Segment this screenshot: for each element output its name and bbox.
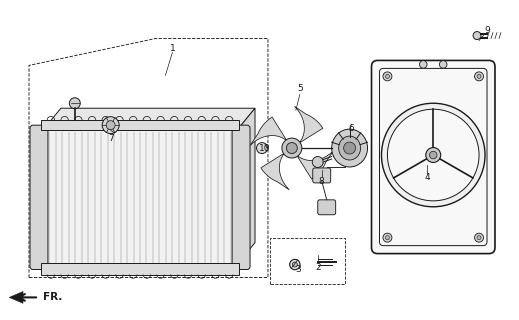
- Circle shape: [386, 74, 389, 78]
- Circle shape: [429, 151, 437, 159]
- Ellipse shape: [332, 129, 367, 167]
- Polygon shape: [261, 153, 289, 190]
- Circle shape: [312, 156, 323, 167]
- Circle shape: [292, 262, 297, 267]
- Text: 9: 9: [484, 26, 490, 35]
- Bar: [41, 262, 239, 275]
- Circle shape: [419, 60, 427, 68]
- Circle shape: [381, 103, 485, 207]
- Circle shape: [474, 72, 484, 81]
- FancyBboxPatch shape: [379, 68, 487, 246]
- Circle shape: [440, 60, 447, 68]
- Text: 1: 1: [170, 44, 175, 53]
- Polygon shape: [43, 108, 255, 130]
- FancyBboxPatch shape: [372, 60, 495, 253]
- FancyBboxPatch shape: [232, 125, 250, 269]
- Circle shape: [286, 143, 297, 154]
- Circle shape: [383, 72, 392, 81]
- Text: 10: 10: [259, 144, 271, 153]
- Text: 3: 3: [295, 265, 301, 274]
- Polygon shape: [9, 292, 23, 303]
- Bar: [41, 120, 239, 130]
- Circle shape: [102, 117, 119, 134]
- FancyBboxPatch shape: [30, 125, 48, 269]
- Circle shape: [388, 109, 479, 201]
- Polygon shape: [43, 130, 237, 265]
- Text: 4: 4: [425, 173, 430, 182]
- Ellipse shape: [339, 136, 361, 160]
- Circle shape: [477, 74, 481, 78]
- Polygon shape: [294, 106, 323, 143]
- Text: 7: 7: [108, 133, 114, 143]
- Text: FR.: FR.: [43, 292, 62, 302]
- Circle shape: [256, 143, 267, 154]
- Circle shape: [474, 233, 484, 242]
- Circle shape: [386, 236, 389, 240]
- Circle shape: [473, 32, 481, 40]
- Polygon shape: [250, 117, 287, 145]
- Circle shape: [426, 148, 441, 163]
- Polygon shape: [297, 151, 334, 179]
- Text: 5: 5: [297, 84, 303, 93]
- Circle shape: [290, 260, 300, 270]
- Circle shape: [344, 142, 356, 154]
- Polygon shape: [237, 108, 255, 265]
- Text: 8: 8: [319, 177, 324, 187]
- Text: 2: 2: [315, 263, 321, 272]
- Circle shape: [70, 98, 80, 109]
- Circle shape: [106, 121, 115, 130]
- FancyBboxPatch shape: [313, 168, 331, 183]
- Circle shape: [282, 138, 302, 158]
- Circle shape: [477, 236, 481, 240]
- FancyBboxPatch shape: [318, 200, 336, 215]
- Text: 6: 6: [349, 124, 354, 132]
- Circle shape: [383, 233, 392, 242]
